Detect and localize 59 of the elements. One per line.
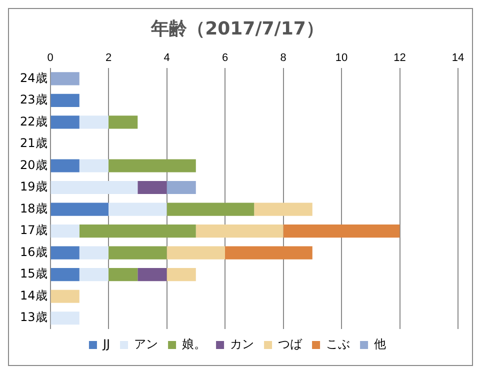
bar: [283, 224, 400, 238]
y-tick-label: 22歳: [20, 114, 48, 128]
legend-label: 他: [374, 337, 386, 352]
bar: [108, 159, 196, 172]
chart-title: 年齢（2017/7/17）: [150, 18, 324, 40]
bar: [79, 159, 109, 172]
bar: [79, 246, 109, 260]
y-tick-label: 13歳: [20, 310, 48, 324]
y-tick-label: 17歳: [20, 223, 48, 238]
bar: [166, 202, 254, 216]
y-tick-label: 21歳: [20, 136, 48, 150]
x-tick-label: 4: [164, 52, 170, 64]
bar: [108, 246, 167, 260]
bar: [79, 224, 196, 238]
y-tick-label: 24歳: [20, 70, 48, 85]
bar: [108, 268, 138, 282]
bar: [79, 268, 109, 282]
bar: [196, 224, 284, 238]
bar: [50, 72, 80, 86]
bar: [50, 312, 80, 325]
x-tick-label: 0: [47, 52, 54, 64]
bar: [225, 246, 312, 260]
bar: [166, 246, 226, 260]
legend-label: カン: [230, 337, 254, 352]
legend-label: つば: [278, 337, 304, 352]
bar: [254, 202, 312, 216]
bar: [50, 94, 80, 107]
bar: [79, 116, 109, 129]
y-tick-label: 23歳: [20, 92, 48, 107]
x-tick-label: 14: [452, 52, 464, 64]
x-tick-label: 12: [394, 52, 406, 64]
bar: [50, 290, 80, 303]
bar: [50, 246, 80, 260]
y-tick-label: 16歳: [20, 244, 48, 259]
y-tick-label: 20歳: [20, 158, 48, 172]
y-tick-label: 19歳: [20, 180, 48, 194]
bar: [108, 202, 167, 216]
bar: [138, 268, 167, 282]
x-tick-label: 8: [280, 52, 286, 64]
bar: [108, 116, 138, 129]
bar: [50, 202, 109, 216]
bar: [50, 268, 80, 282]
bar: [166, 268, 196, 282]
legend-label: JJ: [102, 337, 110, 352]
x-tick-label: 2: [105, 52, 112, 64]
legend-label: アン: [134, 337, 158, 352]
x-tick-label: 6: [222, 52, 228, 64]
legend-label: 娘。: [182, 337, 206, 352]
legend-label: こぶ: [326, 337, 350, 352]
bar: [50, 116, 80, 129]
y-tick-label: 14歳: [20, 288, 48, 302]
x-tick-label: 10: [335, 52, 348, 64]
bar: [166, 180, 196, 194]
y-tick-label: 15歳: [20, 266, 48, 281]
bar: [50, 180, 138, 194]
bar: [138, 180, 167, 194]
bar: [50, 159, 80, 172]
bar: [50, 224, 80, 238]
y-tick-label: 18歳: [20, 201, 48, 216]
